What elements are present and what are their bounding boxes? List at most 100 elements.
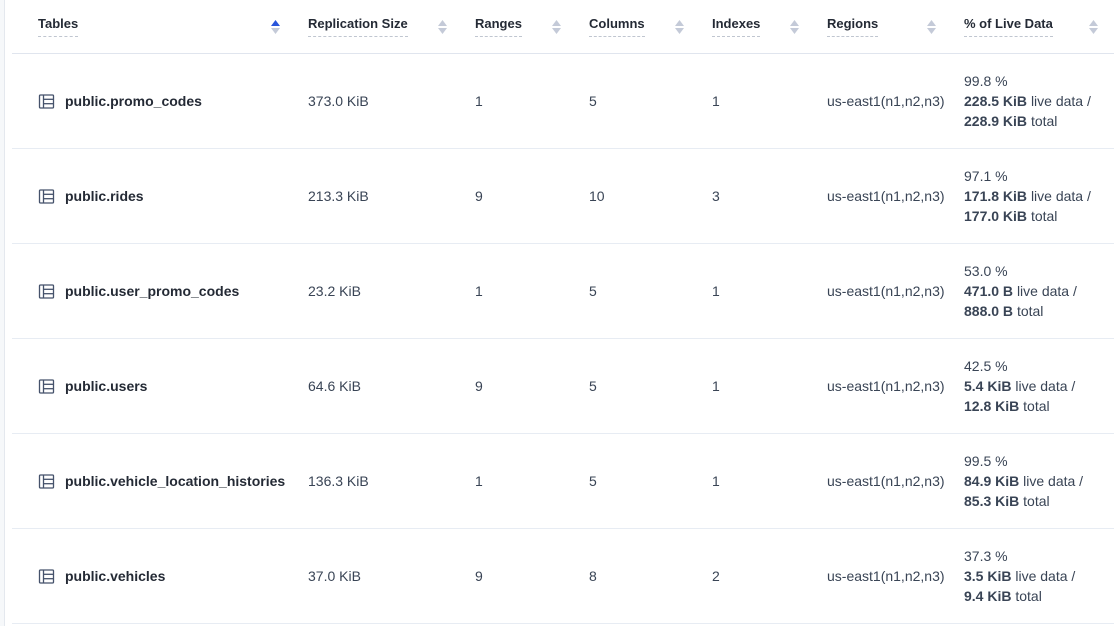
column-header-columns-label: Columns — [589, 16, 645, 37]
total-data-size: 12.8 KiB total — [964, 398, 1050, 414]
live-data-size: 84.9 KiB live data / — [964, 473, 1084, 489]
ranges-cell: 1 — [475, 473, 483, 489]
column-header-ranges[interactable]: Ranges — [463, 0, 577, 53]
sort-arrows-icon[interactable] — [790, 19, 799, 34]
live-data-size: 171.8 KiB live data / — [964, 188, 1091, 204]
table-row[interactable]: public.user_promo_codes 23.2 KiB 1 5 1 u… — [12, 244, 1114, 339]
sort-arrows-icon[interactable] — [1089, 19, 1098, 34]
table-name-link[interactable]: public.user_promo_codes — [65, 283, 240, 299]
table-row[interactable]: public.vehicle_location_histories 136.3 … — [12, 434, 1114, 529]
indexes-cell: 2 — [712, 568, 720, 584]
indexes-cell: 1 — [712, 473, 720, 489]
ranges-cell: 9 — [475, 378, 483, 394]
replication-size-cell: 64.6 KiB — [308, 378, 361, 394]
table-grid-icon — [38, 188, 55, 205]
columns-cell: 5 — [589, 378, 597, 394]
ranges-cell: 9 — [475, 188, 483, 204]
live-data-cell: 99.8 % 228.5 KiB live data / 228.9 KiB t… — [952, 71, 1114, 131]
replication-size-cell: 213.3 KiB — [308, 188, 369, 204]
columns-cell: 5 — [589, 93, 597, 109]
table-name-cell: public.vehicle_location_histories — [12, 473, 296, 490]
page-left-gutter — [0, 0, 5, 626]
table-name-link[interactable]: public.vehicle_location_histories — [65, 473, 286, 489]
regions-cell: us-east1(n1,n2,n3) — [827, 188, 945, 204]
replication-size-cell: 37.0 KiB — [308, 568, 361, 584]
total-data-size: 9.4 KiB total — [964, 588, 1042, 604]
live-data-cell: 97.1 % 171.8 KiB live data / 177.0 KiB t… — [952, 166, 1114, 226]
table-name-link[interactable]: public.rides — [65, 188, 144, 204]
table-grid-icon — [38, 568, 55, 585]
live-data-percent: 97.1 % — [964, 168, 1008, 184]
live-data-percent: 99.8 % — [964, 73, 1008, 89]
column-header-regions-label: Regions — [827, 16, 879, 37]
column-header-indexes[interactable]: Indexes — [700, 0, 815, 53]
live-data-cell: 99.5 % 84.9 KiB live data / 85.3 KiB tot… — [952, 451, 1114, 511]
table-name-cell: public.rides — [12, 188, 296, 205]
total-data-size: 888.0 B total — [964, 303, 1044, 319]
live-data-size: 471.0 B live data / — [964, 283, 1077, 299]
table-grid-icon — [38, 378, 55, 395]
column-header-tables-label: Tables — [38, 16, 79, 37]
regions-cell: us-east1(n1,n2,n3) — [827, 93, 945, 109]
columns-cell: 10 — [589, 188, 605, 204]
column-header-replication-size[interactable]: Replication Size — [296, 0, 463, 53]
table-name-cell: public.user_promo_codes — [12, 283, 296, 300]
sort-arrows-icon[interactable] — [675, 19, 684, 34]
live-data-percent: 99.5 % — [964, 453, 1008, 469]
indexes-cell: 1 — [712, 283, 720, 299]
total-data-size: 177.0 KiB total — [964, 208, 1058, 224]
table-name-cell: public.vehicles — [12, 568, 296, 585]
table-row[interactable]: public.promo_codes 373.0 KiB 1 5 1 us-ea… — [12, 54, 1114, 149]
live-data-percent: 53.0 % — [964, 263, 1008, 279]
table-row[interactable]: public.rides 213.3 KiB 9 10 3 us-east1(n… — [12, 149, 1114, 244]
columns-cell: 5 — [589, 283, 597, 299]
regions-cell: us-east1(n1,n2,n3) — [827, 473, 945, 489]
column-header-columns[interactable]: Columns — [577, 0, 700, 53]
tables-list: Tables Replication Size Ranges Columns — [12, 0, 1114, 624]
column-header-regions[interactable]: Regions — [815, 0, 952, 53]
table-name-link[interactable]: public.users — [65, 378, 148, 394]
replication-size-cell: 23.2 KiB — [308, 283, 361, 299]
live-data-size: 5.4 KiB live data / — [964, 378, 1076, 394]
column-header-replication-size-label: Replication Size — [308, 16, 408, 37]
replication-size-cell: 373.0 KiB — [308, 93, 369, 109]
regions-cell: us-east1(n1,n2,n3) — [827, 568, 945, 584]
live-data-size: 228.5 KiB live data / — [964, 93, 1091, 109]
live-data-cell: 42.5 % 5.4 KiB live data / 12.8 KiB tota… — [952, 356, 1114, 416]
live-data-cell: 53.0 % 471.0 B live data / 888.0 B total — [952, 261, 1114, 321]
table-grid-icon — [38, 93, 55, 110]
sort-arrows-icon[interactable] — [438, 19, 447, 34]
ranges-cell: 1 — [475, 93, 483, 109]
columns-cell: 8 — [589, 568, 597, 584]
column-header-tables[interactable]: Tables — [12, 0, 296, 53]
total-data-size: 85.3 KiB total — [964, 493, 1050, 509]
column-header-live-data-label: % of Live Data — [964, 16, 1053, 37]
live-data-percent: 42.5 % — [964, 358, 1008, 374]
live-data-size: 3.5 KiB live data / — [964, 568, 1076, 584]
table-grid-icon — [38, 473, 55, 490]
live-data-percent: 37.3 % — [964, 548, 1008, 564]
indexes-cell: 3 — [712, 188, 720, 204]
table-grid-icon — [38, 283, 55, 300]
table-header-row: Tables Replication Size Ranges Columns — [12, 0, 1114, 54]
regions-cell: us-east1(n1,n2,n3) — [827, 283, 945, 299]
column-header-ranges-label: Ranges — [475, 16, 522, 37]
indexes-cell: 1 — [712, 378, 720, 394]
total-data-size: 228.9 KiB total — [964, 113, 1058, 129]
regions-cell: us-east1(n1,n2,n3) — [827, 378, 945, 394]
sort-arrows-icon[interactable] — [927, 19, 936, 34]
column-header-indexes-label: Indexes — [712, 16, 761, 37]
sort-arrows-icon[interactable] — [552, 19, 561, 34]
live-data-cell: 37.3 % 3.5 KiB live data / 9.4 KiB total — [952, 546, 1114, 606]
table-row[interactable]: public.vehicles 37.0 KiB 9 8 2 us-east1(… — [12, 529, 1114, 624]
replication-size-cell: 136.3 KiB — [308, 473, 369, 489]
table-name-link[interactable]: public.vehicles — [65, 568, 166, 584]
table-name-cell: public.users — [12, 378, 296, 395]
indexes-cell: 1 — [712, 93, 720, 109]
ranges-cell: 9 — [475, 568, 483, 584]
column-header-live-data[interactable]: % of Live Data — [952, 0, 1114, 53]
table-row[interactable]: public.users 64.6 KiB 9 5 1 us-east1(n1,… — [12, 339, 1114, 434]
table-name-link[interactable]: public.promo_codes — [65, 93, 202, 109]
sort-arrows-icon[interactable] — [271, 19, 280, 34]
table-name-cell: public.promo_codes — [12, 93, 296, 110]
